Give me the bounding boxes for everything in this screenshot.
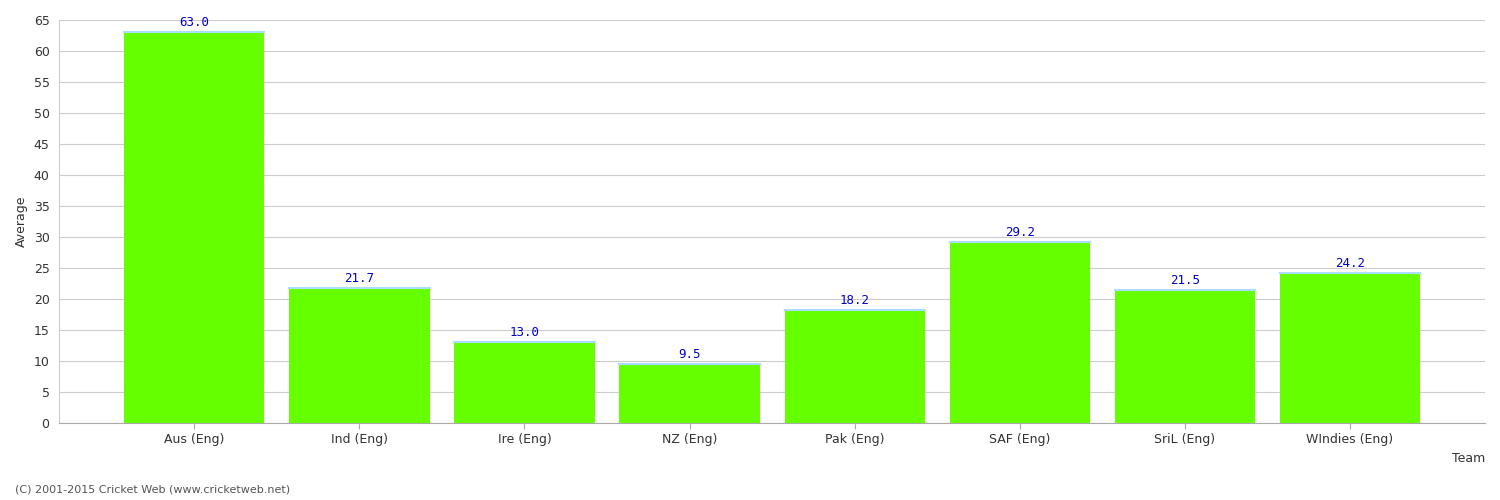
Text: 9.5: 9.5 [678, 348, 700, 361]
Text: 13.0: 13.0 [510, 326, 540, 340]
X-axis label: Team: Team [1452, 452, 1485, 465]
Text: (C) 2001-2015 Cricket Web (www.cricketweb.net): (C) 2001-2015 Cricket Web (www.cricketwe… [15, 485, 290, 495]
Bar [784, 310, 926, 423]
Bar [124, 32, 264, 423]
Bar [1114, 290, 1256, 423]
Text: 21.7: 21.7 [345, 272, 375, 285]
Bar [1280, 273, 1420, 423]
Bar [454, 342, 594, 423]
Text: 18.2: 18.2 [840, 294, 870, 307]
Bar [950, 242, 1090, 423]
Text: 29.2: 29.2 [1005, 226, 1035, 239]
Y-axis label: Average: Average [15, 196, 28, 248]
Bar [290, 288, 429, 423]
Text: 21.5: 21.5 [1170, 274, 1200, 286]
Text: 63.0: 63.0 [180, 16, 210, 30]
Text: 24.2: 24.2 [1335, 257, 1365, 270]
Bar [620, 364, 760, 423]
